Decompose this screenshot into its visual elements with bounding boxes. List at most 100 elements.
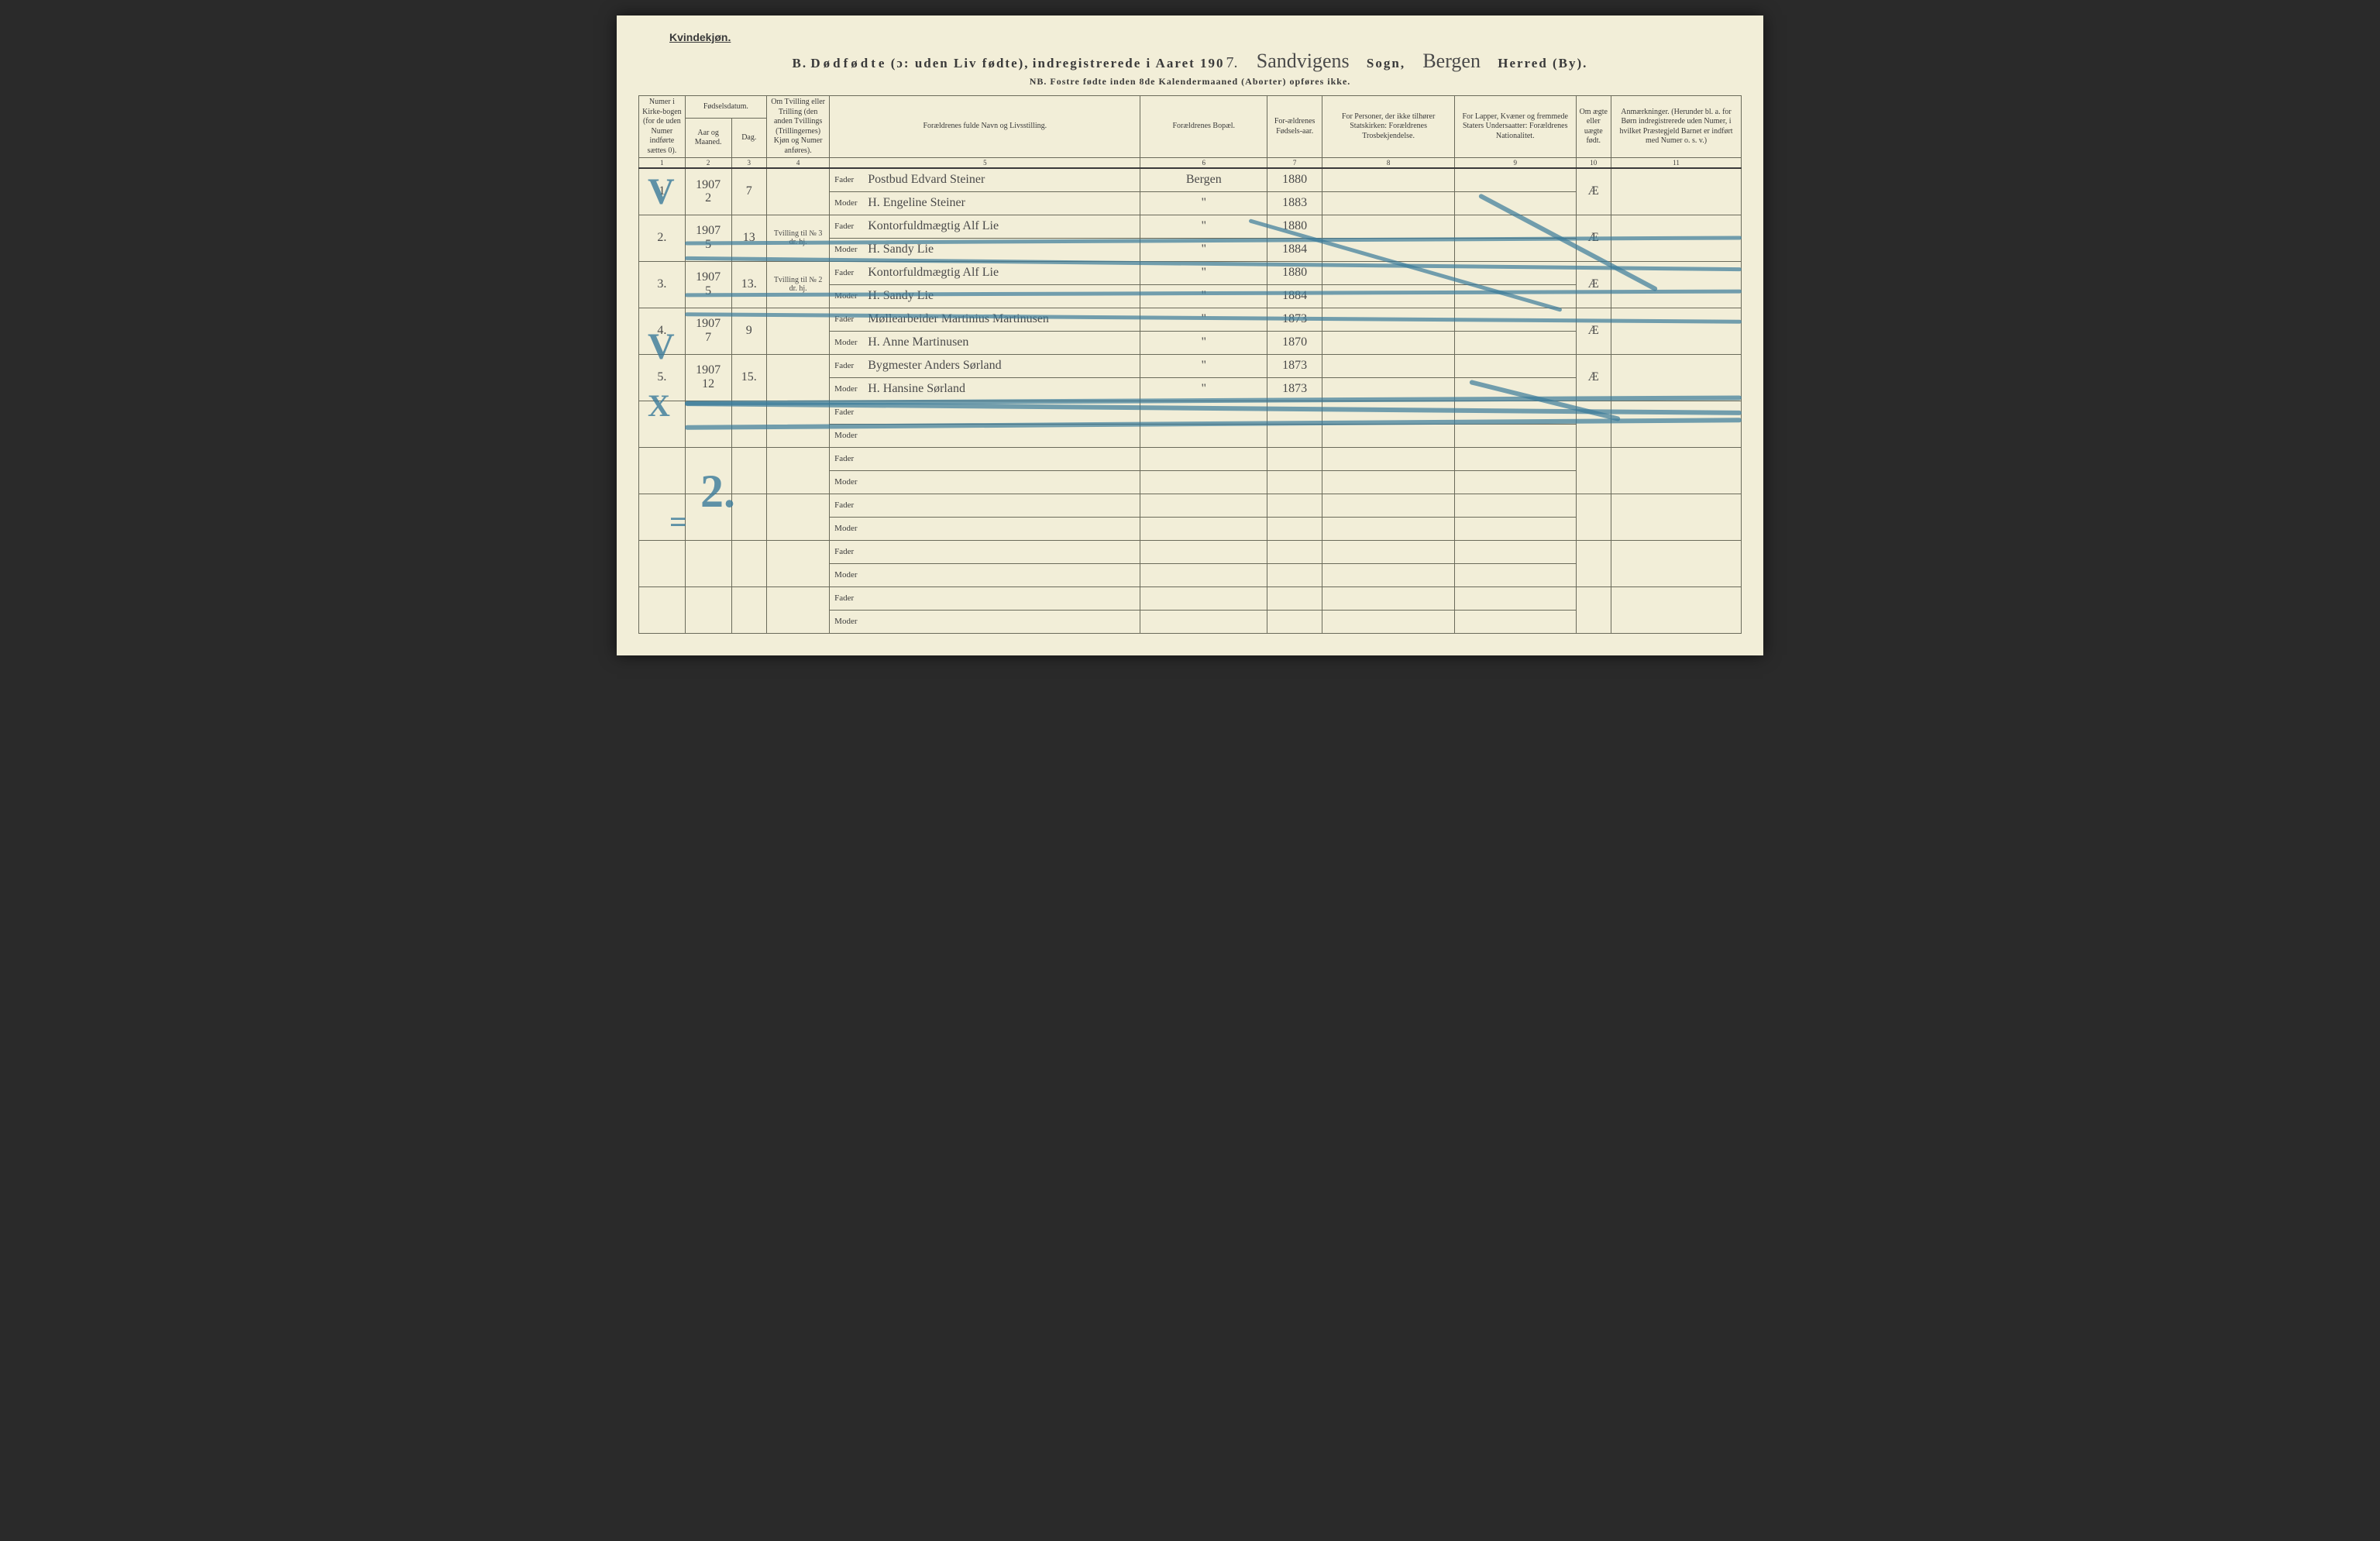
colnum-7: 7 (1267, 158, 1322, 169)
col-header-8: For Personer, der ikke tilhører Statskir… (1322, 96, 1455, 158)
cell (1267, 540, 1322, 563)
aegte: Æ (1576, 215, 1611, 261)
aegte: Æ (1576, 261, 1611, 308)
cell (1140, 470, 1267, 494)
cell (865, 494, 1140, 517)
remarks (1611, 308, 1742, 354)
colnum-4: 4 (767, 158, 830, 169)
cell (731, 494, 767, 540)
cell (1576, 401, 1611, 447)
cell (865, 586, 1140, 610)
cell (865, 563, 1140, 586)
birth-year: 1870 (1267, 331, 1322, 354)
mother-label: Moder (830, 191, 865, 215)
cell (865, 540, 1140, 563)
cell (865, 424, 1140, 447)
cell (639, 447, 686, 494)
cell (1140, 447, 1267, 470)
father-label: Fader (830, 401, 865, 424)
cell (1454, 494, 1576, 517)
colnum-11: 11 (1611, 158, 1742, 169)
col-header-11: Anmærkninger. (Herunder bl. a. for Børn … (1611, 96, 1742, 158)
c8 (1322, 284, 1455, 308)
c8 (1322, 238, 1455, 261)
cell (1140, 517, 1267, 540)
table-row: 3. 19075 13. Tvilling til № 2 dr. hj. Fa… (639, 261, 1742, 284)
cell (1322, 447, 1455, 470)
table-row-empty: Fader (639, 494, 1742, 517)
c9 (1454, 377, 1576, 401)
cell (1140, 424, 1267, 447)
cell (685, 586, 731, 633)
mother-label: Moder (830, 563, 865, 586)
birth-year: 1873 (1267, 354, 1322, 377)
cell (1140, 494, 1267, 517)
mother-name: H. Sandy Lie (865, 238, 1140, 261)
column-number-row: 1 2 3 4 5 6 7 8 9 10 11 (639, 158, 1742, 169)
c8 (1322, 331, 1455, 354)
cell (865, 610, 1140, 633)
cell (767, 447, 830, 494)
cell (865, 517, 1140, 540)
col-header-2a: Aar og Maaned. (685, 119, 731, 158)
cell (639, 540, 686, 586)
row-number: 4. (639, 308, 686, 354)
cell (767, 540, 830, 586)
colnum-10: 10 (1576, 158, 1611, 169)
cell (1454, 447, 1576, 470)
remarks (1611, 168, 1742, 215)
herred-value: Bergen (1408, 50, 1494, 73)
cell (1322, 424, 1455, 447)
c9 (1454, 308, 1576, 331)
table-row-empty: Fader (639, 586, 1742, 610)
year-month: 19075 (685, 215, 731, 261)
cell (1454, 424, 1576, 447)
colnum-8: 8 (1322, 158, 1455, 169)
cell (685, 540, 731, 586)
cell (1322, 586, 1455, 610)
twin-note (767, 168, 830, 215)
year-month: 190712 (685, 354, 731, 401)
father-name: Bygmester Anders Sørland (865, 354, 1140, 377)
father-label: Fader (830, 168, 865, 191)
cell (1576, 447, 1611, 494)
day: 13. (731, 261, 767, 308)
cell (865, 401, 1140, 424)
twin-note (767, 308, 830, 354)
twin-note: Tvilling til № 2 dr. hj. (767, 261, 830, 308)
cell (1454, 517, 1576, 540)
subtitle: NB. Fostre fødte inden 8de Kalendermaane… (638, 76, 1742, 88)
table-row: 1 19072 7 Fader Postbud Edvard Steiner B… (639, 168, 1742, 191)
row-number: 1 (639, 168, 686, 215)
col-header-1: Numer i Kirke-bogen (for de uden Numer i… (639, 96, 686, 158)
mother-name: H. Hansine Sørland (865, 377, 1140, 401)
cell (1454, 401, 1576, 424)
bopael: " (1140, 354, 1267, 377)
col-header-4: Om Tvilling eller Trilling (den anden Tv… (767, 96, 830, 158)
c9 (1454, 354, 1576, 377)
table-row-empty: Fader (639, 540, 1742, 563)
cell (865, 470, 1140, 494)
c9 (1454, 331, 1576, 354)
cell (1140, 610, 1267, 633)
birth-year: 1880 (1267, 215, 1322, 238)
table-header: Numer i Kirke-bogen (for de uden Numer i… (639, 96, 1742, 169)
father-label: Fader (830, 586, 865, 610)
year-month: 19072 (685, 168, 731, 215)
c8 (1322, 191, 1455, 215)
mother-label: Moder (830, 331, 865, 354)
mother-label: Moder (830, 238, 865, 261)
mother-name: H. Engeline Steiner (865, 191, 1140, 215)
c9 (1454, 238, 1576, 261)
cell (1611, 447, 1742, 494)
father-label: Fader (830, 494, 865, 517)
cell (639, 586, 686, 633)
father-label: Fader (830, 308, 865, 331)
father-label: Fader (830, 261, 865, 284)
cell (685, 401, 731, 447)
cell (1611, 494, 1742, 540)
c8 (1322, 354, 1455, 377)
cell (767, 401, 830, 447)
birth-year: 1880 (1267, 261, 1322, 284)
title-row: B. Dødfødte (ɔ: uden Liv fødte), indregi… (638, 50, 1742, 73)
